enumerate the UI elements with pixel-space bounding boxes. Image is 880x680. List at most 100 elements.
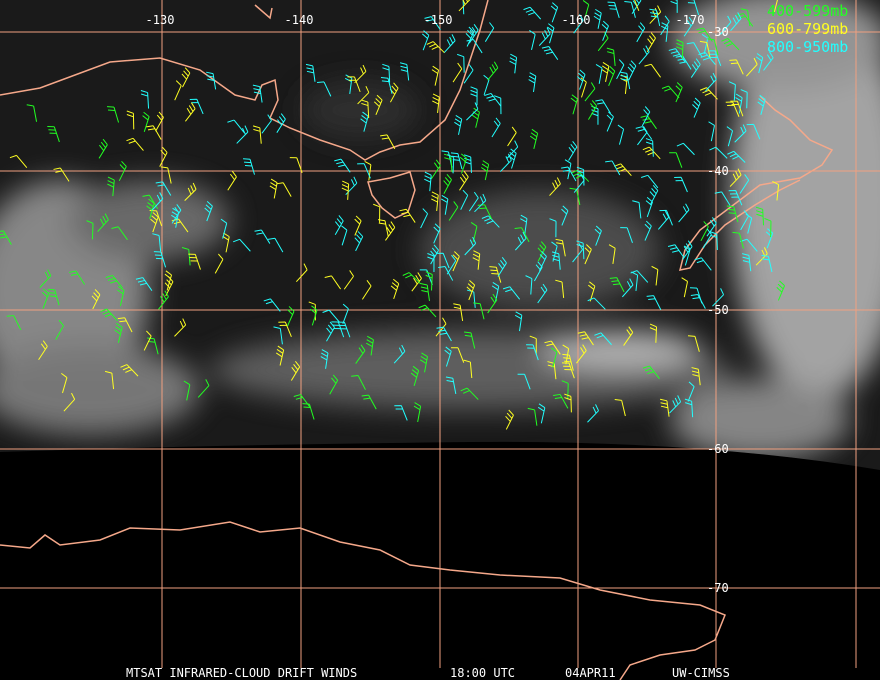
wind-barb: [389, 82, 399, 103]
wind-barb: [254, 229, 271, 244]
wind-barb: [466, 279, 476, 301]
wind-barb: [171, 204, 182, 224]
wind-barb: [705, 72, 717, 92]
wind-barb: [729, 59, 744, 75]
wind-barb: [561, 205, 569, 226]
wind-barb: [227, 119, 245, 133]
wind-barb: [457, 53, 465, 73]
wind-barb: [393, 344, 406, 364]
wind-barb: [594, 225, 602, 246]
wind-barb: [537, 403, 546, 424]
wind-barb: [151, 192, 164, 211]
wind-barb: [164, 270, 172, 291]
wind-barb: [452, 62, 463, 83]
wind-barb: [360, 111, 369, 132]
wind-barb: [555, 238, 566, 257]
wind-barb: [577, 331, 594, 346]
latitude-labels: -30 -40 -50 -60 -70: [707, 25, 729, 595]
lon-label: -170: [676, 13, 705, 27]
wind-barb: [351, 374, 366, 390]
wind-barb: [214, 253, 224, 274]
wind-barb: [740, 89, 748, 109]
wind-barb: [708, 121, 715, 142]
wind-barb: [549, 218, 557, 238]
wind-barb: [140, 90, 150, 109]
wind-barb: [529, 128, 539, 149]
wind-barb: [642, 365, 660, 379]
wind-barb: [380, 77, 393, 94]
wind-barb: [576, 240, 585, 260]
wind-barb: [529, 335, 537, 355]
wind-barb: [334, 158, 351, 173]
wind-barb: [433, 223, 441, 244]
wind-barb: [712, 288, 725, 307]
wind-barb: [491, 117, 501, 138]
wind-barbs: [0, 0, 786, 430]
wind-barb: [153, 251, 167, 268]
wind-barb: [430, 159, 441, 180]
wind-barb: [425, 271, 433, 291]
wind-barb: [331, 321, 345, 338]
wind-barb: [606, 111, 614, 132]
wind-barb: [631, 0, 642, 15]
wind-barb: [114, 322, 123, 343]
wind-barb: [635, 126, 653, 140]
wind-barb: [435, 317, 447, 337]
wind-barb: [525, 275, 533, 295]
wind-barb: [382, 63, 391, 83]
wind-barb: [687, 0, 700, 16]
wind-barb: [636, 22, 646, 43]
wind-barb: [474, 193, 487, 213]
wind-barb: [184, 182, 197, 201]
wind-barb: [464, 236, 477, 256]
wind-barb: [117, 317, 133, 333]
wind-barb: [550, 347, 558, 368]
wind-barb: [431, 191, 439, 212]
wind-barb: [159, 146, 168, 167]
wind-barb: [243, 158, 255, 175]
wind-barb: [174, 80, 182, 101]
wind-barb: [621, 278, 634, 298]
wind-barb: [669, 152, 683, 168]
wind-barb: [484, 92, 502, 107]
wind-barb: [683, 16, 694, 37]
wind-barb: [357, 163, 371, 179]
wind-barb: [305, 63, 316, 82]
wind-barb: [160, 166, 172, 184]
wind-barb: [649, 323, 658, 343]
wind-barb: [436, 252, 450, 269]
wind-barb: [572, 243, 584, 263]
wind-barb: [730, 100, 744, 117]
wind-barb: [607, 65, 616, 87]
wind-barb: [118, 161, 127, 182]
wind-barb: [642, 146, 661, 160]
wind-barb: [624, 1, 636, 18]
wind-barb: [269, 178, 278, 199]
wind-barb: [641, 106, 651, 127]
wind-barb: [692, 97, 701, 118]
wind-barb: [295, 263, 308, 283]
wind-barb: [732, 231, 744, 249]
wind-barb: [63, 392, 76, 412]
longitude-labels: -130 -140 -150 -160 -170: [146, 13, 705, 27]
wind-barb: [646, 32, 656, 53]
wind-barb: [155, 111, 164, 132]
wind-barb: [47, 125, 60, 143]
wind-barb: [354, 64, 367, 84]
footer: MTSAT INFRARED-CLOUD DRIFT WINDS 18:00 U…: [126, 666, 730, 680]
wind-barb: [499, 153, 512, 173]
wind-barb: [454, 114, 463, 135]
wind-barb: [149, 210, 163, 227]
wind-barb: [721, 37, 740, 51]
wind-barb: [464, 331, 476, 349]
wind-barb: [669, 395, 682, 414]
wind-barb: [341, 225, 348, 246]
wind-barb: [670, 0, 678, 13]
wind-barb: [588, 100, 598, 120]
wind-barb: [418, 304, 437, 318]
wind-barb: [644, 63, 661, 78]
wind-barb: [659, 398, 670, 417]
wind-barb: [47, 288, 60, 306]
wind-barb: [107, 176, 115, 197]
wind-barb: [447, 154, 455, 174]
